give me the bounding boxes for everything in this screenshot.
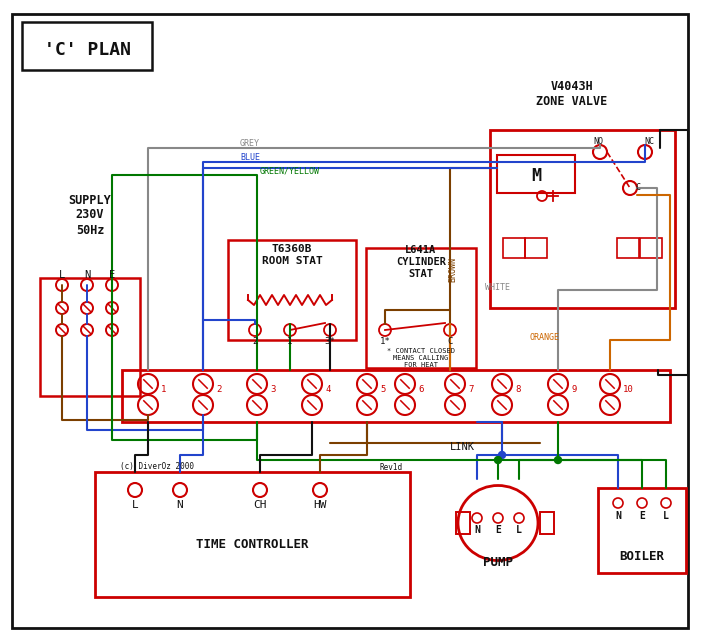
Text: T6360B
ROOM STAT: T6360B ROOM STAT <box>262 244 322 266</box>
Text: E: E <box>639 511 645 521</box>
Text: N: N <box>177 500 183 510</box>
Text: N: N <box>84 270 90 280</box>
Text: ORANGE: ORANGE <box>530 333 560 342</box>
Text: CH: CH <box>253 500 267 510</box>
Text: Rev1d: Rev1d <box>380 463 403 472</box>
Text: L: L <box>663 511 669 521</box>
Text: WHITE: WHITE <box>485 283 510 292</box>
Circle shape <box>498 451 505 458</box>
Text: SUPPLY
230V
50Hz: SUPPLY 230V 50Hz <box>69 194 112 237</box>
Text: GREEN/YELLOW: GREEN/YELLOW <box>260 167 320 176</box>
Text: 7: 7 <box>468 385 473 394</box>
Text: N: N <box>474 525 480 535</box>
Text: GREY: GREY <box>240 140 260 149</box>
Text: NO: NO <box>593 137 603 146</box>
Text: M: M <box>531 167 541 185</box>
Text: 2: 2 <box>252 337 258 345</box>
Text: 3: 3 <box>270 385 275 394</box>
Text: 9: 9 <box>571 385 576 394</box>
Text: 10: 10 <box>623 385 634 394</box>
Text: L: L <box>516 525 522 535</box>
Text: NC: NC <box>644 137 654 146</box>
Text: TIME CONTROLLER: TIME CONTROLLER <box>196 538 308 551</box>
Text: 1: 1 <box>287 337 293 345</box>
Text: BOILER: BOILER <box>619 551 665 563</box>
Text: 4: 4 <box>325 385 331 394</box>
Text: 1*: 1* <box>380 337 390 345</box>
Text: HW: HW <box>313 500 326 510</box>
Text: L: L <box>132 500 138 510</box>
Text: 1: 1 <box>161 385 166 394</box>
Text: 6: 6 <box>418 385 423 394</box>
Text: E: E <box>495 525 501 535</box>
Circle shape <box>555 456 562 463</box>
Circle shape <box>494 456 501 463</box>
Text: L641A
CYLINDER
STAT: L641A CYLINDER STAT <box>396 246 446 279</box>
Text: BLUE: BLUE <box>240 153 260 163</box>
Text: C: C <box>635 183 640 192</box>
Text: 'C' PLAN: 'C' PLAN <box>44 41 131 59</box>
Text: 3*: 3* <box>324 337 336 345</box>
Text: PUMP: PUMP <box>483 556 513 569</box>
Text: * CONTACT CLOSED
MEANS CALLING
FOR HEAT: * CONTACT CLOSED MEANS CALLING FOR HEAT <box>387 348 455 368</box>
Text: 8: 8 <box>515 385 520 394</box>
Text: C: C <box>447 337 453 345</box>
Text: 5: 5 <box>380 385 385 394</box>
Text: BROWN: BROWN <box>449 258 458 283</box>
Text: L: L <box>59 270 65 280</box>
Text: N: N <box>615 511 621 521</box>
Text: LINK: LINK <box>449 442 475 452</box>
Text: (c) DiverOz 2000: (c) DiverOz 2000 <box>120 463 194 472</box>
Text: V4043H
ZONE VALVE: V4043H ZONE VALVE <box>536 80 608 108</box>
Text: E: E <box>109 270 115 280</box>
Text: 2: 2 <box>216 385 221 394</box>
